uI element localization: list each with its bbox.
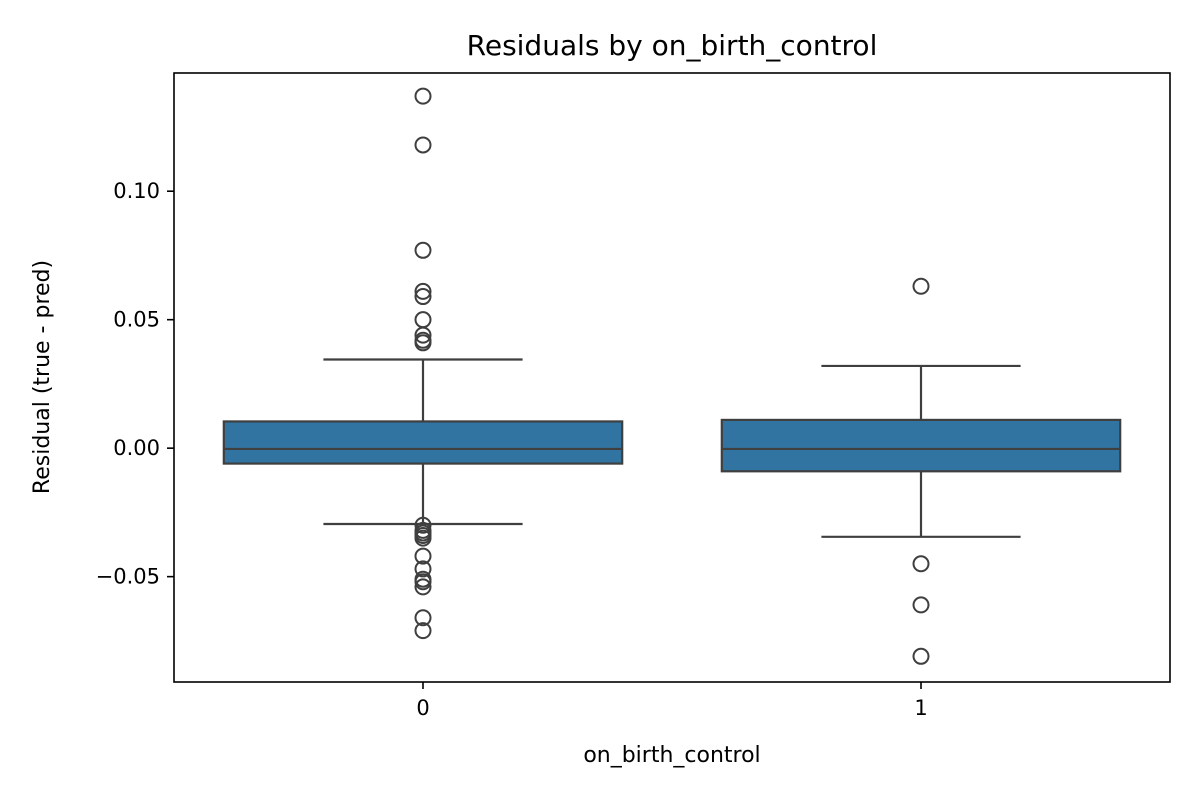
outlier-point (414, 622, 432, 640)
y-tick-label: 0.05 (113, 308, 160, 332)
outlier-point (414, 136, 432, 154)
outlier-point (912, 277, 930, 295)
outlier-point (912, 647, 930, 665)
y-tick-label: 0.00 (113, 436, 160, 460)
x-tick-label: 0 (416, 696, 429, 720)
y-axis-label: Residual (true - pred) (30, 260, 55, 494)
box-group-1 (720, 277, 1122, 665)
x-axis-label: on_birth_control (583, 743, 760, 768)
plot-frame (173, 72, 1171, 683)
outlier-point (414, 288, 432, 306)
outlier-point (414, 547, 432, 565)
y-tick-label: 0.10 (113, 179, 160, 203)
outlier-point (414, 609, 432, 627)
outlier-point (414, 87, 432, 105)
iqr-box (720, 418, 1122, 473)
outlier-point (414, 282, 432, 300)
outlier-point (414, 311, 432, 329)
box-group-0 (222, 87, 624, 640)
outlier-point (912, 596, 930, 614)
y-tick-label: −0.05 (96, 565, 160, 589)
outlier-point (414, 560, 432, 578)
outlier-point (912, 555, 930, 573)
x-tick-label: 1 (914, 696, 927, 720)
outlier-point (414, 334, 432, 352)
iqr-box (222, 420, 624, 465)
outlier-point (414, 573, 432, 591)
outlier-point (414, 529, 432, 547)
chart-title: Residuals by on_birth_control (467, 29, 878, 62)
outlier-point (414, 578, 432, 596)
outlier-point (414, 241, 432, 259)
outlier-point (414, 516, 432, 534)
outlier-point (414, 326, 432, 344)
